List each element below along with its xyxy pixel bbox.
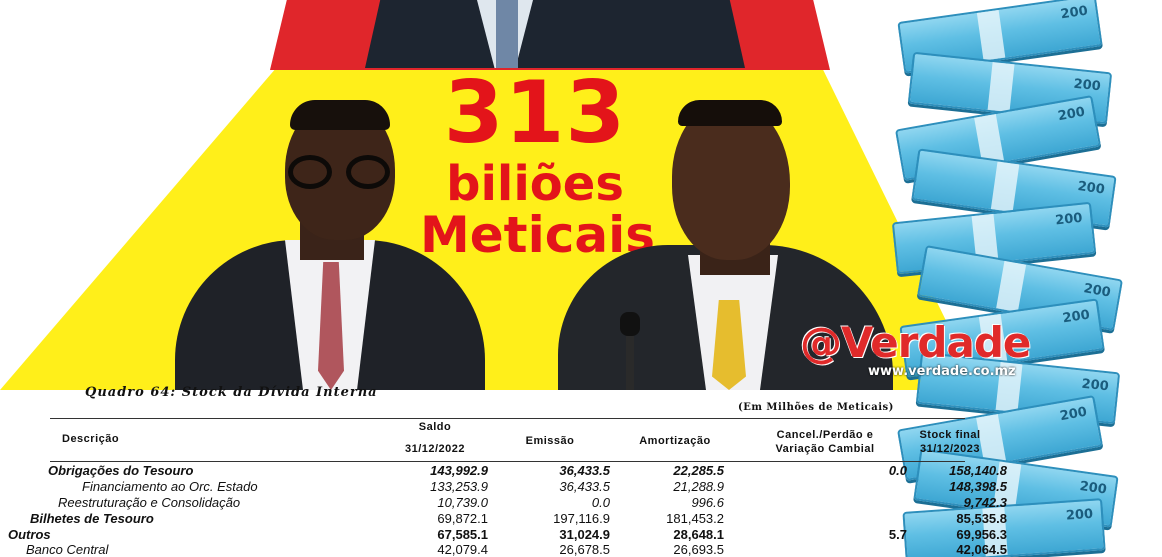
cell-stock: 9,742.3 xyxy=(963,495,1007,510)
table-top-rule xyxy=(50,418,965,419)
cell-amortizacao: 26,693.5 xyxy=(673,542,724,557)
cell-saldo: 69,872.1 xyxy=(437,511,488,526)
cell-saldo: 67,585.1 xyxy=(437,527,488,542)
cell-amortizacao: 22,285.5 xyxy=(673,463,724,478)
cell-saldo: 42,079.4 xyxy=(437,542,488,557)
table-row: Outros 67,585.1 31,024.9 28,648.1 5.7 69… xyxy=(0,527,1162,543)
banknote-denomination: 200 xyxy=(1054,210,1084,229)
watermark-logo: @Verdade xyxy=(800,318,1031,367)
left-person-hair xyxy=(290,100,390,130)
cell-stock: 69,956.3 xyxy=(956,527,1007,542)
table-row: Reestruturação e Consolidação 10,739.0 0… xyxy=(0,495,1162,511)
bundle-band xyxy=(991,161,1020,213)
cell-saldo: 133,253.9 xyxy=(430,479,488,494)
cell-cancel: 5.7 xyxy=(888,527,907,542)
header-stock-1: Stock final xyxy=(919,429,981,441)
row-label: Obrigações do Tesouro xyxy=(48,463,194,478)
watermark: @Verdade www.verdade.co.mz xyxy=(800,318,1031,379)
cell-amortizacao: 21,288.9 xyxy=(673,479,724,494)
table-row: Obrigações do Tesouro 143,992.9 36,433.5… xyxy=(0,463,1162,479)
row-label: Reestruturação e Consolidação xyxy=(58,495,241,510)
banknote-denomination: 200 xyxy=(1082,281,1112,301)
cell-saldo: 143,992.9 xyxy=(430,463,488,478)
right-person-head xyxy=(672,100,790,260)
table-row: Financiamento ao Orc. Estado 133,253.9 3… xyxy=(0,479,1162,495)
headline-currency: Meticais xyxy=(420,206,655,264)
banknote-denomination: 200 xyxy=(1056,104,1087,125)
cell-emissao: 197,116.9 xyxy=(553,511,610,526)
cell-stock: 85,535.8 xyxy=(956,511,1007,526)
table-row: Banco Central 42,079.4 26,678.5 26,693.5… xyxy=(0,542,1162,557)
top-figure-suit xyxy=(365,0,745,68)
table-title: Quadro 64: Stock da Dívida Interna xyxy=(85,385,378,400)
header-saldo-2: 31/12/2022 xyxy=(404,443,466,455)
headline-amount: 313 xyxy=(443,63,627,163)
debt-table: Quadro 64: Stock da Dívida Interna (Em M… xyxy=(0,385,1162,557)
left-person-tie xyxy=(318,262,344,390)
cell-emissao: 36,433.5 xyxy=(559,479,610,494)
banknote-denomination: 200 xyxy=(1076,178,1106,198)
header-cancel-2: Variação Cambial xyxy=(775,443,875,455)
microphone-stand-icon xyxy=(626,330,634,390)
cell-saldo: 10,739.0 xyxy=(437,495,488,510)
cell-amortizacao: 28,648.1 xyxy=(673,527,724,542)
banknote-denomination: 200 xyxy=(1072,76,1102,95)
watermark-url: www.verdade.co.mz xyxy=(868,364,1016,379)
cell-stock: 42,064.5 xyxy=(956,542,1007,557)
bundle-band xyxy=(977,9,1006,61)
banknote-denomination: 200 xyxy=(1061,307,1091,327)
bundle-band xyxy=(987,62,1015,113)
table-header-rule xyxy=(50,461,965,462)
headline: 313 biliões Meticais xyxy=(420,63,655,264)
cell-emissao: 36,433.5 xyxy=(559,463,610,478)
row-label: Banco Central xyxy=(26,542,109,557)
row-label: Financiamento ao Orc. Estado xyxy=(82,479,258,494)
microphone-icon xyxy=(620,312,640,336)
top-figure-tie xyxy=(496,0,518,68)
header-emissao: Emissão xyxy=(525,435,575,447)
row-label: Outros xyxy=(8,527,51,542)
cell-amortizacao: 996.6 xyxy=(691,495,724,510)
right-person-tie xyxy=(712,300,746,390)
table-row: Bilhetes de Tesouro 69,872.1 197,116.9 1… xyxy=(0,511,1162,527)
cell-emissao: 31,024.9 xyxy=(559,527,610,542)
bundle-band xyxy=(996,260,1027,313)
cell-stock: 148,398.5 xyxy=(949,479,1007,494)
cell-cancel: 0.0 xyxy=(888,463,907,478)
banknote-denomination: 200 xyxy=(1059,3,1089,23)
glasses-icon xyxy=(288,155,392,189)
headline-unit: biliões xyxy=(446,156,624,212)
header-amortizacao: Amortização xyxy=(639,435,711,447)
header-stock-2: 31/12/2023 xyxy=(919,443,981,455)
cell-amortizacao: 181,453.2 xyxy=(666,511,724,526)
table-units: (Em Milhões de Meticais) xyxy=(738,402,894,413)
cell-emissao: 26,678.5 xyxy=(559,542,610,557)
header-saldo-1: Saldo xyxy=(418,421,452,433)
row-label: Bilhetes de Tesouro xyxy=(30,511,154,526)
right-person-hair xyxy=(678,100,782,126)
header-cancel-1: Cancel./Perdão e xyxy=(776,429,874,441)
header-descricao: Descrição xyxy=(62,433,120,445)
cell-stock: 158,140.8 xyxy=(949,463,1007,478)
cell-emissao: 0.0 xyxy=(591,495,610,510)
